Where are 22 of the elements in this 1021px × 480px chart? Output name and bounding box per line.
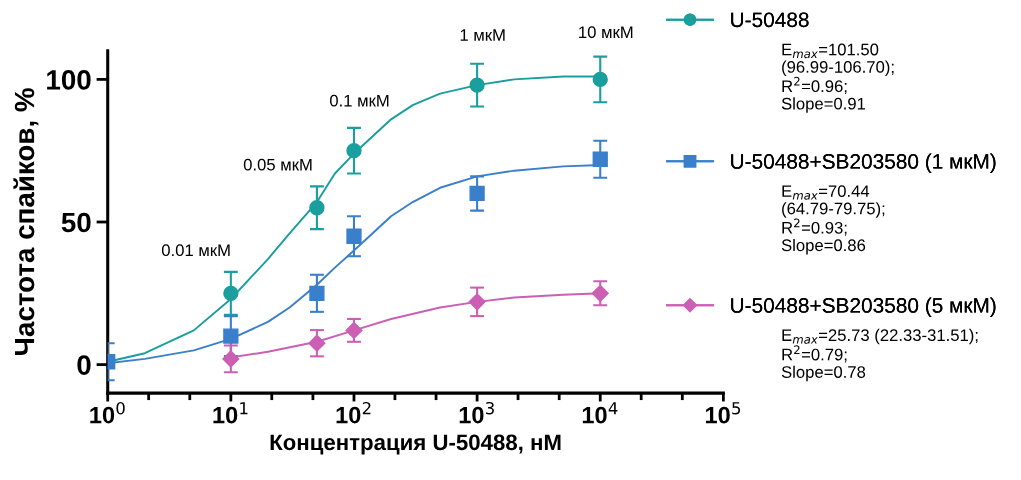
annotation: 10 мкМ xyxy=(579,26,633,39)
x-tick-label: 10$^{2}$ xyxy=(336,401,371,424)
legend-label: U-50488+SB203580 (1 мкМ) xyxy=(731,153,996,173)
annotation: 0.05 мкМ xyxy=(243,158,312,171)
text: E$_{max}$=101.50 (96.99-106.70); R$^{2}$=0.96; Slope=0.91 xyxy=(781,43,894,113)
x-tick-label: 10$^{4}$ xyxy=(582,402,618,424)
x-tick-label: 10$^{5}$ xyxy=(705,402,741,424)
legend-label: U-50488+SB203580 (5 мкМ) xyxy=(731,297,996,317)
x-tick-label: 10$^{1}$ xyxy=(213,402,248,424)
legend-label: U-50488 xyxy=(731,12,809,28)
y-axis-title: Частота спайков, % xyxy=(13,88,39,356)
text: E$_{max}$=25.73 (22.33-31.51); R$^{2}$=0.79; Slope=0.78 xyxy=(781,328,978,382)
annotation: 0.1 мкМ xyxy=(329,94,389,107)
y-tick-label: 100 xyxy=(47,70,91,90)
y-tick-label: 0 xyxy=(77,355,91,375)
x-axis-title: Концентрация U-50488, нМ xyxy=(270,434,561,455)
x-tick-label: 10$^{3}$ xyxy=(459,401,494,424)
annotation: 0.01 мкМ xyxy=(161,244,230,257)
x-tick-label: 10$^{0}$ xyxy=(90,401,125,424)
text: E$_{max}$=70.44 (64.79-79.75); R$^{2}$=0.93; Slope=0.86 xyxy=(781,185,885,255)
annotation: 1 мкМ xyxy=(460,29,505,41)
y-tick-label: 50 xyxy=(61,212,91,233)
